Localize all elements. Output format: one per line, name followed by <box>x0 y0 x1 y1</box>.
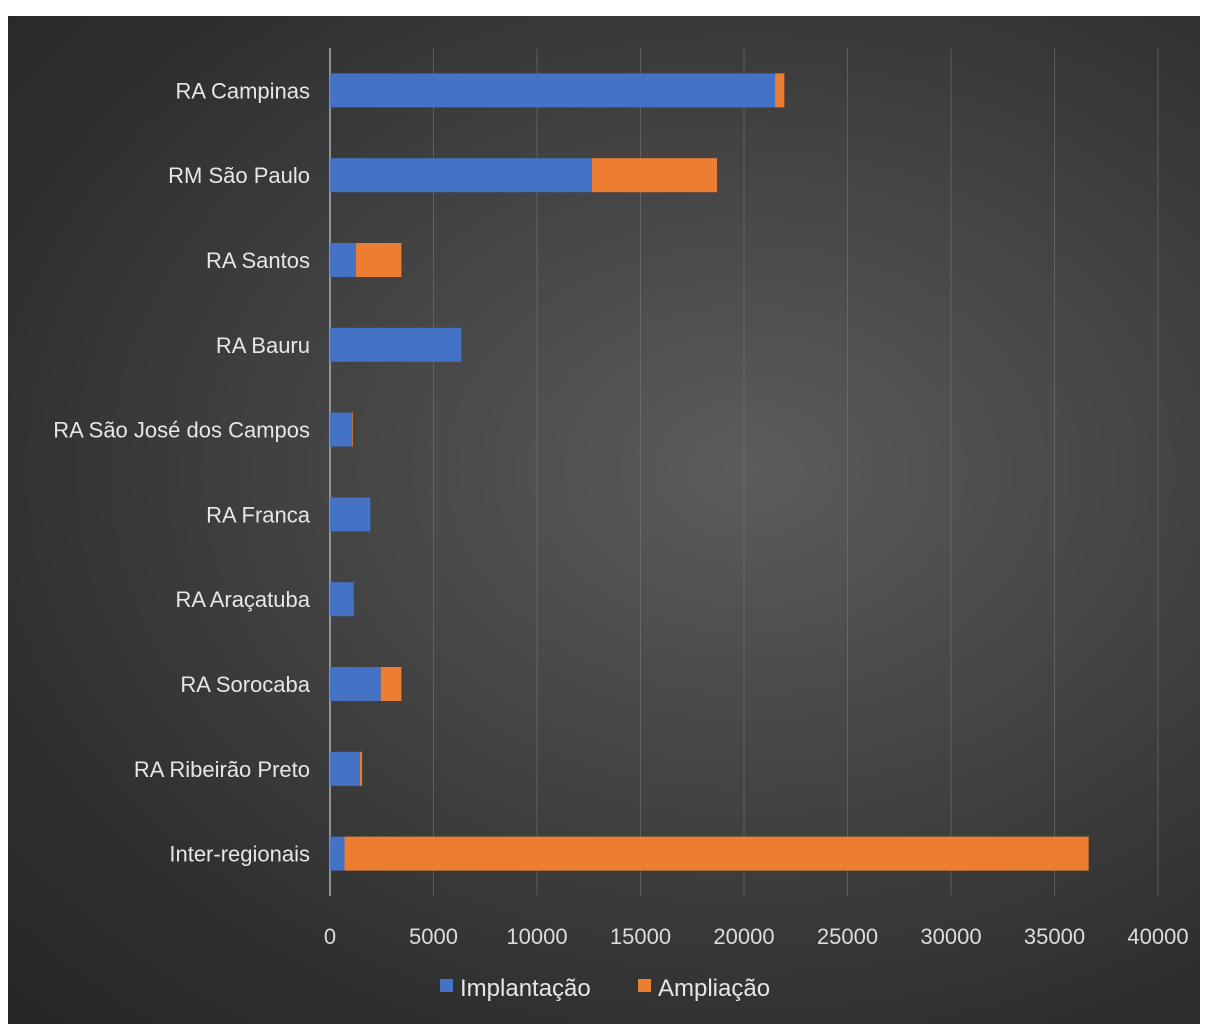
bar-implantacao <box>330 327 462 362</box>
x-tick-labels: 0 5000 10000 15000 20000 25000 30000 35000 40000 <box>324 924 1189 949</box>
x-tick-label: 0 <box>324 924 336 949</box>
category-label: RA Araçatuba <box>175 587 310 612</box>
bar-implantacao <box>330 158 592 193</box>
x-tick-label: 40000 <box>1127 924 1188 949</box>
bar-ampliacao <box>355 243 402 277</box>
category-label: RA São José dos Campos <box>53 418 310 443</box>
x-tick-label: 5000 <box>409 924 458 949</box>
bar-ampliacao <box>380 667 402 701</box>
x-tick-label: 35000 <box>1024 924 1085 949</box>
bar-ampliacao <box>351 412 353 447</box>
category-label: Inter-regionais <box>169 842 310 867</box>
bar-implantacao <box>330 582 354 617</box>
category-label: RA Santos <box>206 248 310 273</box>
chart-area: RA Campinas RM São Paulo RA Santos RA Bauru… <box>8 16 1200 1024</box>
stacked-bar-chart: RA Campinas RM São Paulo RA Santos RA Bauru… <box>53 48 1189 1002</box>
bar-ampliacao <box>591 158 718 193</box>
bar-ampliacao <box>775 73 785 108</box>
legend-swatch <box>638 979 651 992</box>
bar-ampliacao <box>344 836 1089 871</box>
category-labels: RA Campinas RM São Paulo RA Santos RA Bauru… <box>53 78 311 866</box>
x-tick-label: 25000 <box>817 924 878 949</box>
bar-implantacao <box>330 836 345 871</box>
bar-implantacao <box>330 751 361 786</box>
x-tick-label: 15000 <box>610 924 671 949</box>
bar-implantacao <box>330 667 381 701</box>
bar-implantacao <box>330 73 776 108</box>
category-label: RA Ribeirão Preto <box>134 757 310 782</box>
x-tick-label: 20000 <box>713 924 774 949</box>
category-label: RA Bauru <box>216 333 310 358</box>
legend-label: Implantação <box>460 975 591 1002</box>
bar-ampliacao <box>360 751 363 786</box>
category-label: RM São Paulo <box>168 163 310 188</box>
x-tick-label: 30000 <box>920 924 981 949</box>
bars <box>330 73 1089 871</box>
bar-implantacao <box>330 497 371 532</box>
category-label: RA Campinas <box>175 78 310 103</box>
category-label: RA Sorocaba <box>180 672 310 697</box>
bar-implantacao <box>330 243 356 277</box>
legend: Implantação Ampliação <box>440 975 770 1002</box>
x-tick-label: 10000 <box>506 924 567 949</box>
legend-swatch <box>440 979 453 992</box>
category-label: RA Franca <box>206 502 311 527</box>
legend-label: Ampliação <box>658 975 770 1002</box>
bar-implantacao <box>330 412 352 447</box>
